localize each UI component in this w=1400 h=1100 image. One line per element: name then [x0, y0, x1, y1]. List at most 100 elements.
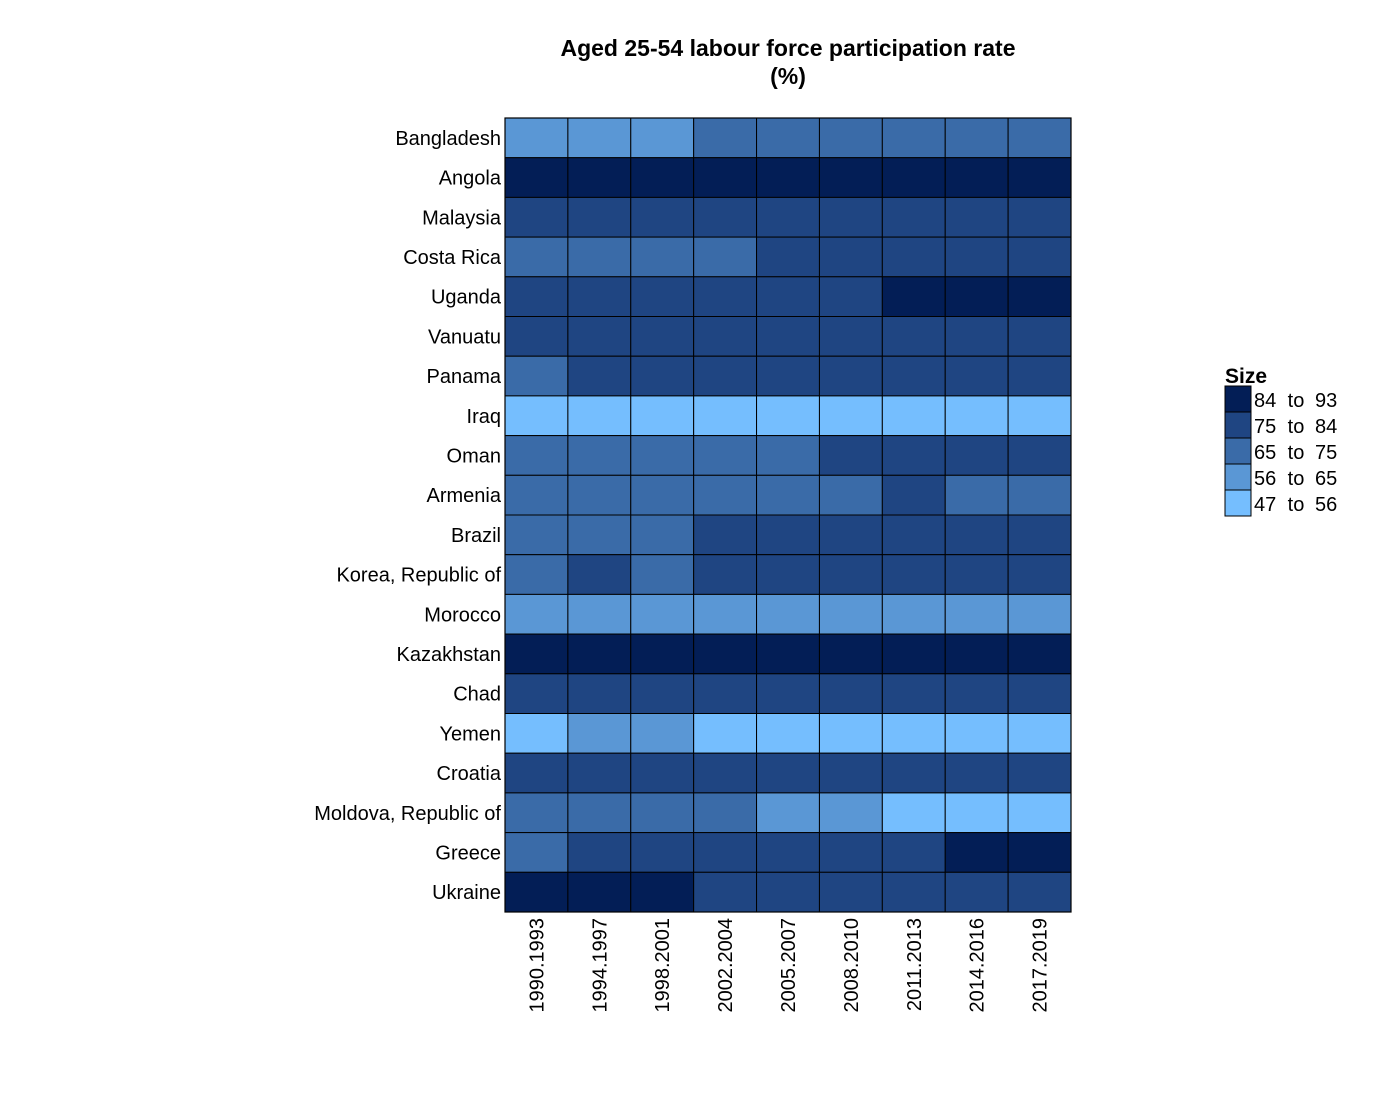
heatmap-cell — [944, 117, 1009, 159]
heatmap-cell — [1007, 117, 1072, 159]
heatmap-cell — [567, 832, 632, 873]
plot-border — [504, 117, 1072, 913]
heatmap-cell — [693, 474, 758, 516]
heatmap-cell — [818, 236, 883, 278]
legend-label-to: 93 — [1315, 390, 1337, 412]
heatmap-cell — [504, 673, 569, 714]
heatmap-cell — [881, 633, 946, 675]
heatmap-cell — [818, 633, 883, 675]
heatmap-cell — [1007, 276, 1072, 317]
y-tick-label: Malaysia — [422, 207, 502, 229]
heatmap-cell — [1007, 514, 1072, 556]
heatmap-cell — [756, 276, 820, 317]
heatmap-cell — [504, 276, 569, 317]
heatmap-cell — [881, 593, 946, 635]
legend-swatch — [1224, 463, 1252, 491]
heatmap-cell — [1007, 236, 1072, 278]
heatmap-cell — [944, 236, 1009, 278]
heatmap-cell — [1007, 633, 1072, 675]
heatmap-cell — [881, 435, 946, 476]
heatmap-cell — [567, 871, 632, 913]
x-tick-label: 2005.2007 — [778, 918, 800, 1013]
chart-subtitle: (%) — [770, 63, 806, 89]
legend-label-to: 65 — [1315, 468, 1337, 490]
heatmap-cell — [567, 276, 632, 317]
y-tick-label: Oman — [447, 445, 501, 467]
heatmap-cell — [693, 236, 758, 278]
heatmap-cell — [944, 752, 1009, 794]
heatmap-cell — [881, 514, 946, 556]
x-tick-label: 1998.2001 — [652, 918, 674, 1013]
heatmap-cell — [818, 316, 883, 357]
heatmap-cell — [504, 157, 569, 198]
y-tick-label: Bangladesh — [395, 128, 501, 150]
y-tick-label: Chad — [453, 684, 501, 706]
heatmap-cell — [693, 832, 758, 873]
heatmap-cell — [818, 593, 883, 635]
heatmap-cell — [881, 554, 946, 595]
heatmap-cell — [1007, 554, 1072, 595]
heatmap-cell — [567, 157, 632, 198]
heatmap-cell — [818, 673, 883, 714]
heatmap-cell — [630, 514, 695, 556]
heatmap-cell — [818, 871, 883, 913]
heatmap-cell — [1007, 792, 1072, 834]
heatmap-cell — [756, 554, 820, 595]
heatmap-cell — [944, 395, 1009, 437]
legend-label-from: 56 — [1254, 468, 1276, 490]
heatmap-cell — [567, 474, 632, 516]
heatmap-cell — [630, 355, 695, 397]
heatmap-cell — [818, 832, 883, 873]
heatmap-cell — [756, 435, 820, 476]
heatmap-cell — [1007, 316, 1072, 357]
legend-label-from: 65 — [1254, 442, 1276, 464]
y-tick-label: Iraq — [467, 406, 501, 428]
heatmap-cell — [756, 673, 820, 714]
heatmap-cell — [1007, 871, 1072, 913]
heatmap-cell — [693, 435, 758, 476]
heatmap-cell — [1007, 355, 1072, 397]
heatmap-cell — [756, 713, 820, 754]
heatmap-cell — [504, 395, 569, 437]
heatmap-cell — [693, 355, 758, 397]
heatmap-cell — [504, 554, 569, 595]
heatmap-cell — [567, 355, 632, 397]
y-tick-label: Panama — [427, 366, 502, 388]
heatmap-cell — [693, 673, 758, 714]
heatmap-cell — [693, 871, 758, 913]
heatmap-cell — [630, 871, 695, 913]
heatmap-cell — [944, 792, 1009, 834]
heatmap-cell — [504, 832, 569, 873]
heatmap-cell — [630, 157, 695, 198]
heatmap-cell — [756, 316, 820, 357]
heatmap-cell — [504, 792, 569, 834]
heatmap-cell — [567, 316, 632, 357]
heatmap-cell — [756, 752, 820, 794]
heatmap-cell — [756, 633, 820, 675]
y-tick-label: Uganda — [431, 287, 502, 309]
heatmap-cell — [944, 713, 1009, 754]
heatmap-cell — [1007, 713, 1072, 754]
heatmap-cell — [630, 117, 695, 159]
x-tick-label: 1994.1997 — [589, 918, 611, 1013]
heatmap-cell — [756, 792, 820, 834]
heatmap-cell — [881, 752, 946, 794]
heatmap-cell — [1007, 395, 1072, 437]
heatmap-cell — [693, 514, 758, 556]
heatmap-cell — [881, 871, 946, 913]
legend-label-to: 84 — [1315, 416, 1337, 438]
heatmap-cell — [944, 474, 1009, 516]
heatmap-cell — [881, 276, 946, 317]
heatmap-cell — [567, 435, 632, 476]
y-tick-label: Yemen — [439, 723, 501, 745]
heatmap-cell — [504, 713, 569, 754]
heatmap-cell — [756, 514, 820, 556]
x-tick-label: 2008.2010 — [841, 918, 863, 1013]
heatmap-cell — [567, 673, 632, 714]
heatmap-cell — [630, 752, 695, 794]
x-tick-label: 2014.2016 — [967, 918, 989, 1013]
y-tick-label: Brazil — [451, 525, 501, 547]
heatmap-cell — [944, 633, 1009, 675]
heatmap-cell — [567, 514, 632, 556]
heatmap-cell — [881, 157, 946, 198]
